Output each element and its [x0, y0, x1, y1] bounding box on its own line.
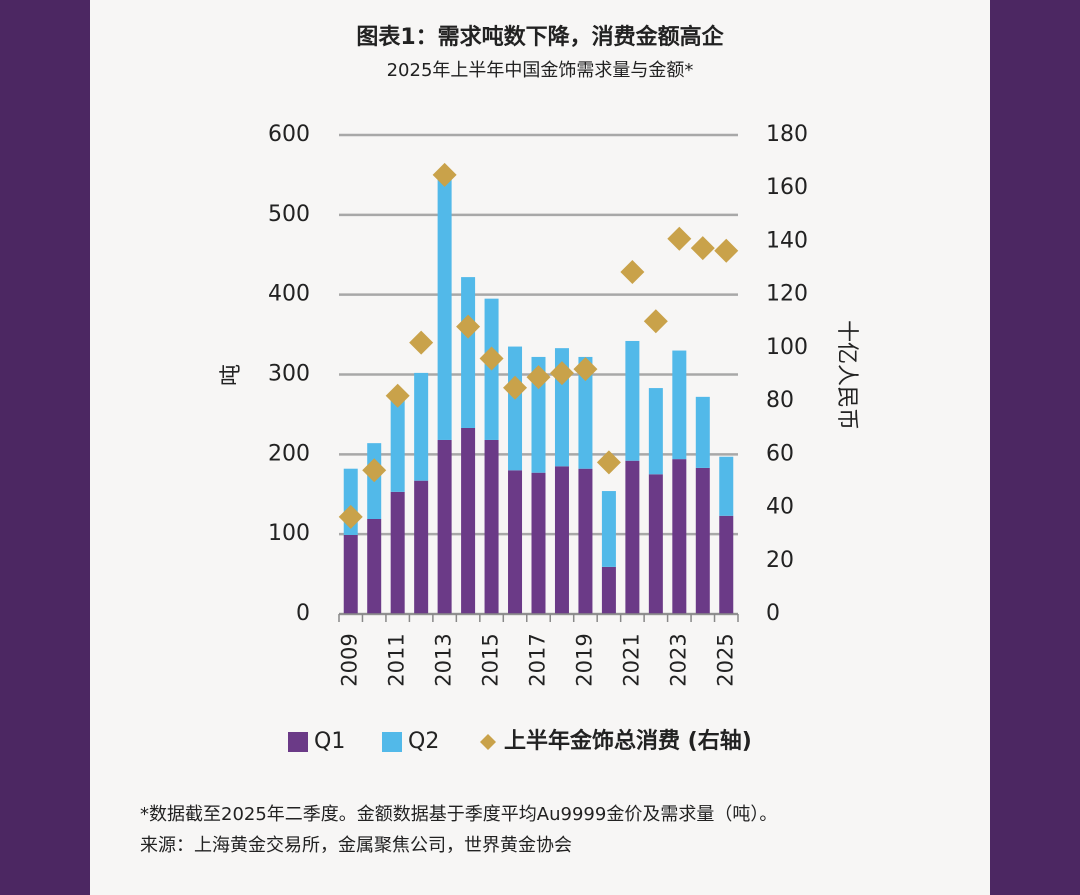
legend-swatch [480, 734, 496, 750]
y-axis-title: 吨 [219, 364, 244, 386]
y-tick-label: 300 [268, 362, 310, 387]
bar-segment [367, 518, 382, 614]
bar-segment [648, 474, 663, 614]
bar-segment [601, 566, 616, 614]
y-tick-label: 100 [268, 521, 310, 546]
bar-segment [625, 460, 640, 614]
diamond-marker [643, 309, 668, 334]
y2-tick-label: 40 [766, 495, 794, 520]
diamond-marker [667, 226, 692, 251]
source-note: 来源：上海黄金交易所，金属聚焦公司，世界黄金协会 [140, 835, 572, 856]
legend-label: Q2 [408, 729, 439, 754]
bar-segment [484, 439, 499, 614]
bar-segment [601, 491, 616, 567]
y-tick-label: 400 [268, 282, 310, 307]
bar-segment [414, 372, 429, 481]
diamond-marker [690, 236, 715, 261]
x-tick-label: 2017 [526, 633, 550, 686]
y-tick-label: 500 [268, 202, 310, 227]
bar-segment [461, 277, 476, 428]
bar-segment [437, 178, 452, 440]
x-tick-label: 2013 [432, 633, 456, 686]
legend-label: Q1 [314, 729, 345, 754]
y2-tick-label: 100 [766, 335, 808, 360]
bar-segment [578, 468, 593, 614]
bar-segment [531, 472, 546, 614]
bar-segment [461, 427, 476, 614]
y2-tick-label: 20 [766, 548, 794, 573]
bar-segment [648, 388, 663, 475]
bar-segment [390, 491, 405, 614]
y-tick-label: 0 [296, 601, 310, 626]
diamond-marker [456, 314, 481, 339]
x-tick-label: 2025 [713, 633, 737, 686]
diamond-marker [432, 162, 457, 187]
y2-tick-label: 160 [766, 175, 808, 200]
bar-segment [672, 459, 687, 614]
x-tick-label: 2021 [619, 633, 643, 686]
diamond-marker [620, 260, 645, 285]
y-tick-label: 600 [268, 122, 310, 147]
diamond-marker [409, 330, 434, 355]
bar-segment [508, 346, 523, 471]
x-tick-label: 2023 [666, 633, 690, 686]
y2-tick-label: 180 [766, 122, 808, 147]
bar-segment [578, 356, 593, 469]
y2-tick-label: 140 [766, 228, 808, 253]
x-tick-label: 2009 [338, 633, 362, 686]
y2-tick-label: 60 [766, 441, 794, 466]
x-tick-label: 2015 [479, 633, 503, 686]
bar-segment [672, 350, 687, 460]
diamond-marker [714, 238, 739, 263]
bar-segment [625, 340, 640, 461]
footnote: *数据截至2025年二季度。金额数据基于季度平均Au9999金价及需求量（吨）。 [140, 804, 777, 825]
diamond-marker [385, 383, 410, 408]
diamond-marker [596, 450, 621, 475]
legend-swatch [382, 732, 402, 752]
legend-label: 上半年金饰总消费 (右轴) [504, 728, 752, 754]
chart-title: 图表1：需求吨数下降，消费金额高企 [356, 24, 724, 50]
bar-segment [695, 467, 710, 614]
x-tick-label: 2011 [385, 633, 409, 686]
diamond-marker [549, 361, 574, 386]
diamond-marker [338, 504, 363, 529]
bar-segment [554, 466, 569, 614]
bar-segment [719, 456, 734, 516]
y2-tick-label: 80 [766, 388, 794, 413]
legend-swatch [288, 732, 308, 752]
diamond-marker [362, 458, 387, 483]
diamond-marker [573, 357, 598, 382]
diamond-marker [479, 346, 504, 371]
x-tick-label: 2019 [572, 633, 596, 686]
y2-tick-label: 0 [766, 601, 780, 626]
chart-subtitle: 2025年上半年中国金饰需求量与金额* [387, 60, 694, 81]
y2-tick-label: 120 [766, 282, 808, 307]
y2-axis-title: 十亿人民币 [834, 320, 859, 430]
bar-segment [508, 470, 523, 614]
diamond-marker [503, 375, 528, 400]
diamond-marker [526, 365, 551, 390]
bar-segment [719, 515, 734, 614]
bar-segment [437, 439, 452, 614]
bar-segment [414, 480, 429, 614]
y-tick-label: 200 [268, 441, 310, 466]
bar-segment [390, 398, 405, 492]
bar-segment [531, 356, 546, 473]
bar-segment [343, 534, 358, 614]
bar-segment [695, 396, 710, 468]
